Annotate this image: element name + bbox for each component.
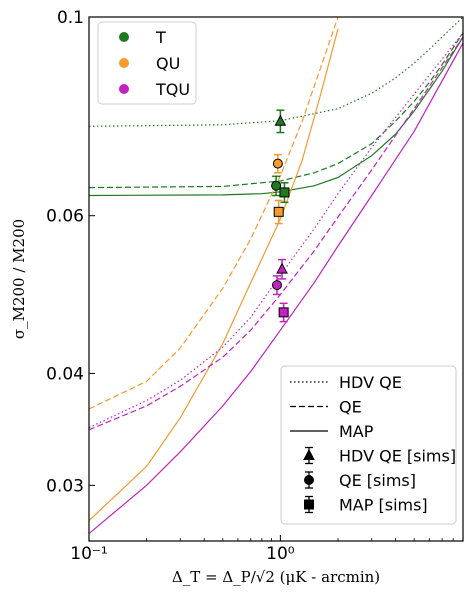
legend-t-swatch: [119, 32, 129, 42]
y-tick-label: 0.06: [46, 207, 84, 227]
legend-methods: HDV QE QE MAP HDV QE [sims] QE [sims] MAP [si…: [280, 365, 457, 525]
series-t-hdv-qe: [89, 17, 463, 127]
sim-t-qe-sims-marker: [271, 180, 282, 191]
series-qu-map: [89, 28, 339, 522]
legend-t-label: T: [155, 28, 166, 47]
sim-qu-map-sims-marker: [273, 206, 284, 217]
x-tick-label: 10⁻¹: [70, 544, 107, 564]
sim-t-hdv-qe-sims-marker: [274, 114, 287, 126]
legend-datasets-frame: [97, 21, 197, 105]
legend-hdv-qe-sims-swatch: [303, 448, 315, 460]
series-tqu-hdv-qe: [89, 32, 463, 429]
y-tick-label: 0.04: [46, 364, 84, 384]
sim-qu-qe-sims-marker: [272, 158, 283, 169]
series-tqu-map: [89, 42, 463, 535]
legend-tqu-swatch: [119, 84, 129, 94]
sim-tqu-qe-sims-marker: [271, 280, 282, 291]
x-axis-label: Δ_T = Δ_P/√2 (μK - arcmin): [172, 568, 380, 586]
x-tick-label: 10⁰: [266, 544, 295, 564]
legend-methods-frame: [280, 365, 457, 525]
series-qu-qe: [89, 17, 339, 410]
legend-qu-swatch: [119, 58, 129, 68]
sim-tqu-map-sims-marker: [278, 307, 289, 318]
y-axis-label: σ_M200 / M200: [10, 219, 28, 339]
y-tick-label: 0.03: [46, 476, 84, 496]
sim-t-map-sims-marker: [279, 187, 290, 198]
legend-hdv-qe-sims-label: HDV QE [sims]: [339, 447, 456, 466]
legend-hdv-qe-label: HDV QE: [339, 373, 402, 392]
plot-frame: [88, 16, 464, 542]
sim-tqu-hdv-qe-sims-marker: [276, 262, 288, 274]
legend-map-label: MAP: [339, 422, 374, 441]
series-t-qe: [89, 32, 463, 189]
legend-qu-label: QU: [156, 54, 180, 73]
y-tick-label: 0.1: [57, 8, 84, 28]
legend-map-sims-label: MAP [sims]: [339, 496, 428, 515]
legend-tqu-label: TQU: [155, 80, 190, 99]
legend-map-sims-swatch: [304, 499, 314, 510]
series-t-map: [89, 36, 463, 197]
legend-qe-sims-label: QE [sims]: [339, 471, 416, 490]
legend-qe-sims-swatch: [304, 475, 314, 485]
sims-layer: [271, 109, 290, 323]
tick-layer: 10⁻¹ 10⁰ 0.03 0.04 0.06 0.1: [46, 8, 464, 564]
legend-qe-label: QE: [339, 398, 362, 417]
